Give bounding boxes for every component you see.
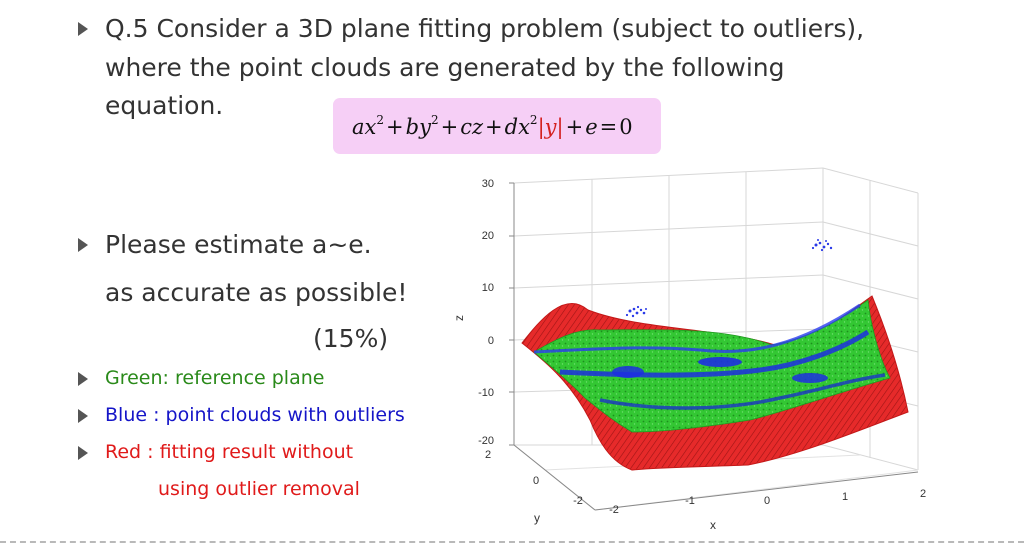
x-tick-label: -1 bbox=[685, 495, 695, 507]
y-tick-label: 0 bbox=[533, 475, 539, 487]
z-axis-label: z bbox=[452, 315, 466, 321]
estimate-line-3: (15%) bbox=[313, 324, 389, 353]
bullet-icon bbox=[78, 372, 88, 386]
bullet-icon bbox=[78, 446, 88, 460]
z-tick-label: 10 bbox=[482, 282, 494, 294]
bullet-icon bbox=[78, 238, 88, 252]
legend-blue: Blue : point clouds with outliers bbox=[105, 404, 405, 426]
bottom-divider bbox=[0, 541, 1024, 543]
y-tick-label: 2 bbox=[485, 449, 491, 461]
question-line-3: equation. bbox=[105, 91, 224, 120]
x-tick-label: 1 bbox=[842, 491, 848, 503]
question-line-1: Q.5 Consider a 3D plane fitting problem … bbox=[105, 14, 865, 43]
legend-red-line-2: using outlier removal bbox=[158, 478, 360, 500]
y-tick-label: -2 bbox=[573, 495, 583, 507]
z-tick-label: 0 bbox=[488, 335, 494, 347]
z-tick-label: -20 bbox=[478, 435, 494, 447]
blue-point-cloud bbox=[533, 303, 886, 410]
x-tick-label: 2 bbox=[920, 488, 926, 500]
estimate-line-2: as accurate as possible! bbox=[105, 278, 408, 307]
equation-box bbox=[333, 98, 661, 154]
estimate-line-1: Please estimate a~e. bbox=[105, 230, 372, 259]
equation: ax2+by2+cz+dx2|y|+e=0 bbox=[352, 113, 633, 139]
x-axis-label: x bbox=[710, 518, 716, 532]
bullet-icon bbox=[78, 22, 88, 36]
x-tick-label: -2 bbox=[609, 504, 619, 516]
legend-red-line-1: Red : fitting result without bbox=[105, 441, 354, 463]
outlier-cluster bbox=[625, 239, 833, 318]
bullet-icon bbox=[78, 409, 88, 423]
z-tick-label: 20 bbox=[482, 230, 494, 242]
y-axis-label: y bbox=[534, 511, 540, 525]
legend-green: Green: reference plane bbox=[105, 367, 325, 389]
z-tick-label: 30 bbox=[482, 178, 494, 190]
x-tick-label: 0 bbox=[764, 495, 770, 507]
z-tick-label: -10 bbox=[478, 387, 494, 399]
question-line-2: where the point clouds are generated by … bbox=[105, 53, 785, 82]
